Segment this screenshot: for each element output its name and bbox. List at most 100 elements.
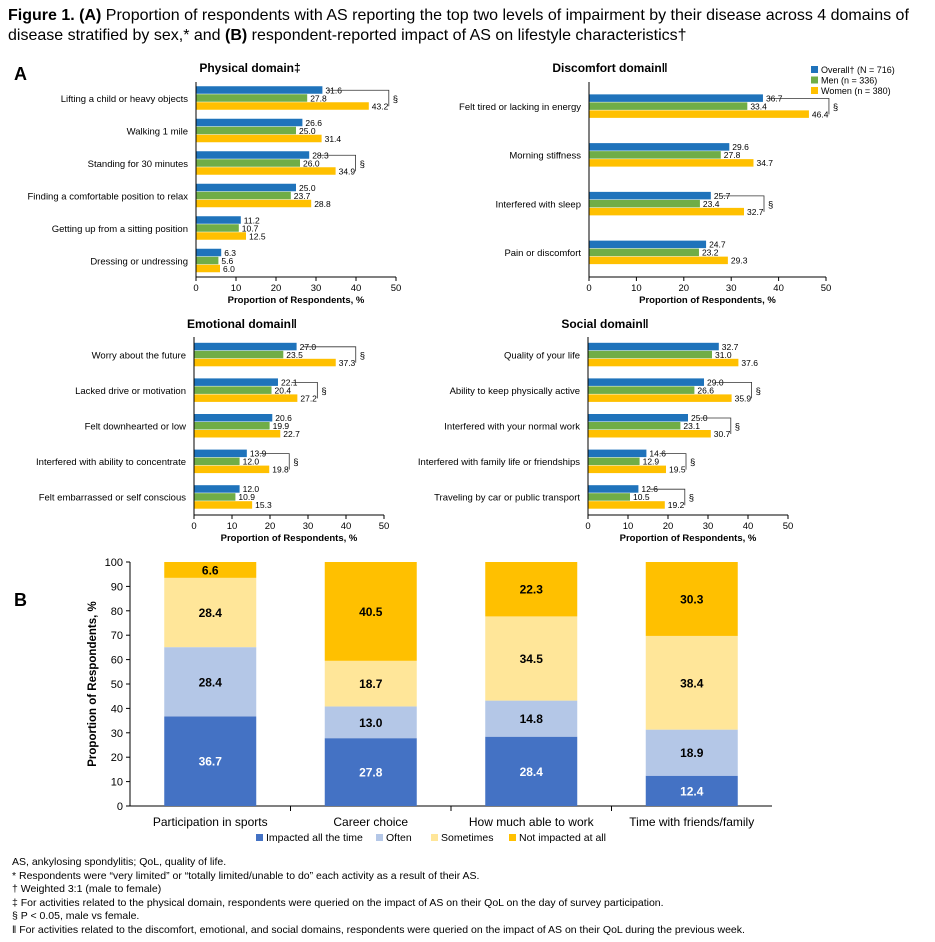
segment-label-often-time-with-friends-family: 18.9 (680, 746, 704, 760)
significance-mark-traveling-by-car-or-public-transport: § (689, 493, 694, 504)
data-label-men-walking-1-mile: 25.0 (299, 126, 316, 136)
x-tick-label-50: 50 (379, 521, 390, 532)
bar-women-interfered-with-family-life-or-friendships (588, 465, 666, 474)
bar-overall-interfered-with-your-normal-work (588, 414, 688, 422)
footnote-abbreviations: AS, ankylosing spondylitis; QoL, quality… (12, 856, 227, 868)
segment-label-often-participation-in-sports: 28.4 (199, 675, 223, 689)
y-tick-label-90: 90 (111, 581, 123, 593)
data-label-men-interfered-with-family-life-or-friendships: 12.9 (643, 457, 660, 467)
bar-men-morning-stiffness (589, 151, 721, 159)
bar-men-walking-1-mile (196, 126, 296, 135)
x-tick-label-30: 30 (726, 283, 737, 294)
category-label-walking-1-mile: Walking 1 mile (127, 126, 188, 137)
bar-overall-dressing-or-undressing (196, 248, 222, 257)
bar-men-getting-up-from-a-sitting-position (196, 224, 239, 232)
legend-label-all-the-time: Impacted all the time (266, 832, 363, 844)
footnote-section: § P < 0.05, male vs female. (12, 910, 140, 923)
significance-bracket-worry-about-the-future (303, 346, 357, 363)
data-label-overall-pain-or-discomfort: 24.7 (709, 240, 726, 250)
y-tick-label-20: 20 (111, 752, 123, 764)
data-label-overall-walking-1-mile: 26.6 (305, 118, 322, 128)
data-label-men-felt-embarrassed-or-self-conscious: 10.9 (238, 492, 255, 502)
data-label-men-finding-a-comfortable-position-to-relax: 23.7 (294, 191, 311, 201)
y-tick-label-100: 100 (105, 557, 123, 569)
footnote-double-dagger: ‡ For activities related to the physical… (12, 896, 664, 909)
category-label-worry-about-the-future: Worry about the future (92, 350, 186, 361)
bar-women-felt-tired-or-lacking-in-energy (589, 110, 809, 118)
chart-title: Physical domain‡ (199, 61, 300, 75)
x-tick-label-20: 20 (265, 521, 276, 532)
bar-overall-interfered-with-ability-to-concentrate (194, 449, 247, 458)
bar-women-worry-about-the-future (194, 358, 336, 367)
bar-men-pain-or-discomfort (589, 248, 699, 257)
bar-women-walking-1-mile (196, 134, 322, 143)
data-label-women-interfered-with-ability-to-concentrate: 19.8 (272, 465, 289, 475)
y-tick-label-30: 30 (111, 728, 123, 740)
bar-women-standing-for-30-minutes (196, 167, 336, 175)
bar-women-ability-to-keep-physically-active (588, 394, 732, 402)
significance-mark-interfered-with-your-normal-work: § (735, 422, 740, 433)
x-tick-label-20: 20 (663, 521, 674, 532)
x-tick-label-40: 40 (351, 283, 362, 294)
x-tick-label-10: 10 (631, 283, 642, 294)
data-label-overall-interfered-with-family-life-or-friendships: 14.6 (649, 449, 666, 459)
segment-sometimes-how-much-able-to-work (485, 616, 578, 701)
bar-men-standing-for-30-minutes (196, 159, 300, 167)
y-tick-label-50: 50 (111, 679, 123, 691)
bar-overall-interfered-with-family-life-or-friendships (588, 449, 647, 458)
x-tick-label-0: 0 (193, 283, 198, 294)
category-label-dressing-or-undressing: Dressing or undressing (90, 256, 188, 267)
data-label-women-getting-up-from-a-sitting-position: 12.5 (249, 231, 266, 241)
data-label-women-morning-stiffness: 34.7 (756, 158, 773, 168)
x-tick-label-50: 50 (821, 283, 832, 294)
category-label-career-choice: Career choice (333, 815, 408, 829)
data-label-women-standing-for-30-minutes: 34.9 (339, 166, 356, 176)
segment-often-participation-in-sports (164, 647, 257, 717)
segment-label-sometimes-how-much-able-to-work: 34.5 (520, 652, 544, 666)
bar-women-finding-a-comfortable-position-to-relax (196, 199, 312, 208)
category-label-finding-a-comfortable-position-to-relax: Finding a comfortable position to relax (27, 191, 188, 202)
bar-men-felt-downhearted-or-low (194, 422, 270, 430)
significance-mark-interfered-with-ability-to-concentrate: § (293, 457, 298, 468)
bar-women-interfered-with-ability-to-concentrate (194, 465, 270, 474)
category-label-standing-for-30-minutes: Standing for 30 minutes (88, 159, 189, 170)
bar-men-lacked-drive-or-motivation (194, 386, 272, 394)
bar-overall-felt-embarrassed-or-self-conscious (194, 485, 240, 493)
data-label-women-felt-tired-or-lacking-in-energy: 46.4 (812, 109, 829, 119)
significance-mark-worry-about-the-future: § (360, 350, 365, 361)
bar-overall-quality-of-your-life (588, 342, 719, 351)
bar-overall-standing-for-30-minutes (196, 151, 310, 159)
bar-women-pain-or-discomfort (589, 256, 728, 265)
data-label-men-felt-downhearted-or-low: 19.9 (273, 421, 290, 431)
significance-bracket-lifting-a-child-or-heavy-objects (327, 89, 390, 107)
category-label-interfered-with-your-normal-work: Interfered with your normal work (444, 422, 580, 433)
data-label-women-dressing-or-undressing: 6.0 (223, 264, 235, 274)
data-label-overall-felt-downhearted-or-low: 20.6 (275, 413, 292, 423)
data-label-men-standing-for-30-minutes: 26.0 (303, 158, 320, 168)
x-tick-label-30: 30 (311, 283, 322, 294)
segment-label-sometimes-career-choice: 18.7 (359, 677, 383, 691)
bar-men-traveling-by-car-or-public-transport (588, 493, 630, 501)
segment-all-the-time-career-choice (324, 738, 417, 806)
segment-label-not-impacted-career-choice: 40.5 (359, 605, 383, 619)
significance-bracket-interfered-with-ability-to-concentrate (259, 453, 290, 470)
significance-mark-lifting-a-child-or-heavy-objects: § (393, 94, 398, 105)
segment-all-the-time-how-much-able-to-work (485, 736, 578, 806)
legend-label-men: Men (n = 336) (821, 76, 877, 86)
data-label-women-felt-downhearted-or-low: 22.7 (283, 429, 300, 439)
legend-label-sometimes: Sometimes (441, 832, 494, 844)
data-label-women-traveling-by-car-or-public-transport: 19.2 (668, 500, 685, 510)
bar-men-worry-about-the-future (194, 350, 284, 359)
bar-overall-interfered-with-sleep (589, 191, 711, 200)
category-label-how-much-able-to-work: How much able to work (469, 815, 595, 829)
x-tick-label-50: 50 (783, 521, 794, 532)
legend-swatch-men (811, 76, 818, 84)
x-tick-label-40: 40 (341, 521, 352, 532)
bar-overall-lacked-drive-or-motivation (194, 378, 278, 386)
segment-not-impacted-participation-in-sports (164, 562, 257, 578)
segment-label-sometimes-participation-in-sports: 28.4 (199, 606, 223, 620)
data-label-overall-felt-embarrassed-or-self-conscious: 12.0 (243, 484, 260, 494)
bar-women-morning-stiffness (589, 159, 754, 167)
data-label-men-felt-tired-or-lacking-in-energy: 33.4 (750, 101, 767, 111)
y-tick-label-70: 70 (111, 630, 123, 642)
